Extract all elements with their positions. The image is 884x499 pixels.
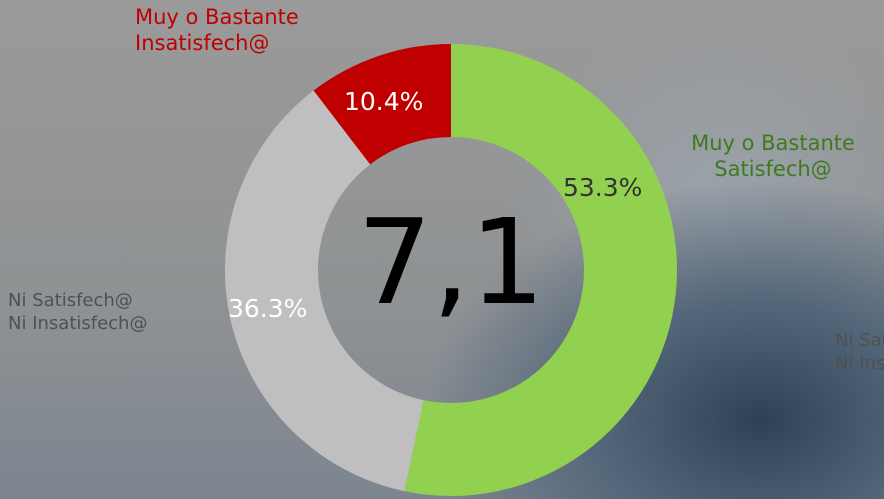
value-label: 36.3% xyxy=(228,293,307,324)
category-label: Ni Satisfech@ Ni Insatisfech@ xyxy=(8,290,147,335)
value-label: 53.3% xyxy=(563,172,642,203)
category-label: Ni Satisfech@ Ni Insatisfech@ xyxy=(835,330,884,375)
value-label: 10.4% xyxy=(344,86,423,117)
category-label: Muy o Bastante Insatisfech@ xyxy=(135,4,299,57)
chart: 7,1 53.3% 36.3% 10.4% Muy o Bastante Satisf… xyxy=(0,0,884,499)
center-label: 7,1 xyxy=(357,193,545,331)
category-label: Muy o Bastante Satisfech@ xyxy=(668,130,878,183)
